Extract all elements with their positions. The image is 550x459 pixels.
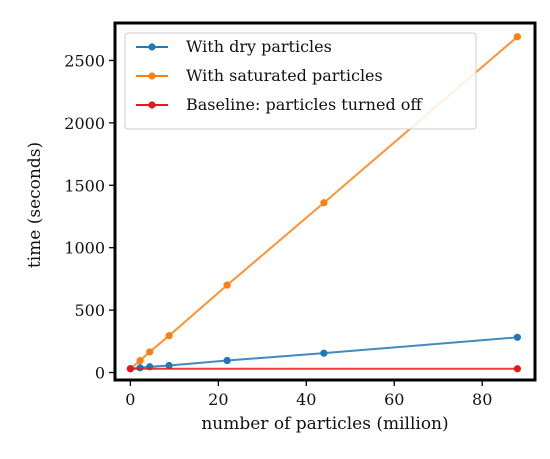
- series-1-point-4: [223, 281, 231, 289]
- y-tick-label-5: 2500: [64, 51, 105, 70]
- series-0-point-5: [320, 349, 328, 357]
- legend: With dry particles With saturated particl…: [124, 32, 477, 130]
- legend-marker-0: [148, 43, 156, 51]
- series-2-point-0: [126, 365, 134, 373]
- legend-label-0: With dry particles: [186, 37, 332, 56]
- series-1-point-5: [320, 199, 328, 207]
- legend-label-1: With saturated particles: [186, 66, 383, 85]
- x-tick-label-4: 80: [472, 390, 492, 409]
- series-1-point-3: [165, 332, 173, 340]
- series-1-point-2: [146, 348, 154, 356]
- series-2-point-1: [513, 365, 522, 373]
- legend-box: [124, 32, 477, 130]
- y-tick-label-0: 0: [95, 364, 105, 383]
- series-layer: [126, 33, 522, 373]
- series-0-point-4: [223, 356, 231, 365]
- series-0-point-6: [513, 333, 522, 341]
- x-tick-label-1: 20: [208, 390, 228, 409]
- ticks-layer: 0 20 40 60 80 0 500 1000 1500 2000 2500: [64, 51, 492, 409]
- plot-frame: [113, 21, 537, 382]
- x-tick-label-3: 60: [384, 390, 404, 409]
- x-tick-label-0: 0: [125, 390, 135, 409]
- y-axis-label: time (seconds): [25, 142, 45, 268]
- y-tick-label-3: 1500: [64, 176, 105, 195]
- series-0-point-3: [165, 361, 173, 370]
- x-tick-label-2: 40: [296, 390, 316, 409]
- legend-label-2: Baseline: particles turned off: [186, 95, 423, 114]
- series-1-point-6: [513, 33, 522, 41]
- y-tick-label-4: 2000: [64, 114, 105, 133]
- x-axis-label: number of particles (million): [201, 414, 448, 434]
- legend-marker-2: [148, 101, 156, 109]
- series-1-point-1: [136, 357, 144, 365]
- axes-layer: [113, 21, 537, 382]
- legend-marker-1: [148, 72, 156, 80]
- y-tick-label-2: 1000: [64, 239, 105, 258]
- y-tick-label-1: 500: [74, 301, 105, 320]
